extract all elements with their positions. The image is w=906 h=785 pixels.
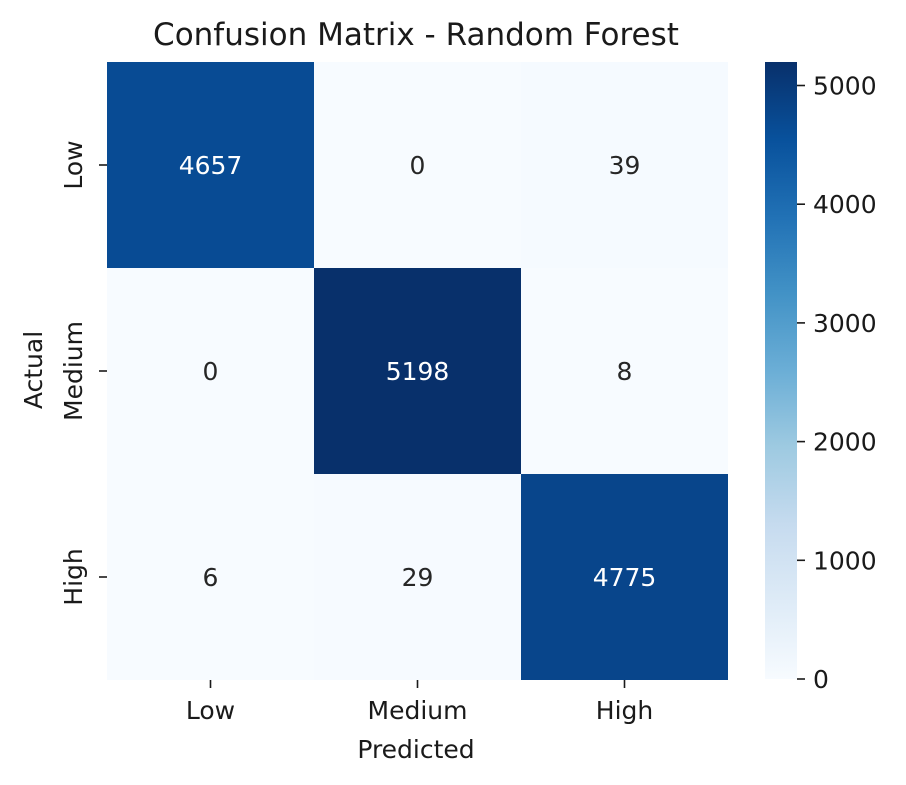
colorbar [765, 62, 797, 679]
y-tick-label: Low [59, 140, 88, 189]
heatmap-cells [107, 62, 728, 680]
cell-value-label: 4775 [593, 563, 657, 592]
colorbar-tick-label: 3000 [813, 309, 877, 338]
y-axis: Low Medium High [59, 140, 107, 606]
heatmap-cell [107, 62, 314, 268]
y-axis-label: Actual [19, 331, 48, 409]
heatmap-cell [521, 268, 728, 474]
x-tick-label: Medium [368, 696, 468, 725]
colorbar-tick-label: 5000 [813, 72, 877, 101]
x-axis: Low Medium High [186, 680, 653, 725]
cell-value-label: 8 [617, 357, 633, 386]
heatmap-cell [314, 62, 521, 268]
cell-value-label: 29 [402, 563, 434, 592]
cell-value-label: 6 [203, 563, 219, 592]
cell-value-label: 4657 [179, 151, 243, 180]
cell-annotations: 4657 0 39 0 5198 8 6 29 4775 [179, 151, 657, 592]
colorbar-ticks: 0 1000 2000 3000 4000 5000 [797, 72, 877, 694]
cell-value-label: 0 [203, 357, 219, 386]
cell-value-label: 39 [609, 151, 641, 180]
heatmap-cell [521, 474, 728, 680]
heatmap-cell [521, 62, 728, 268]
x-tick-label: High [596, 696, 653, 725]
y-tick-label: Medium [59, 321, 88, 421]
heatmap-cell [314, 474, 521, 680]
colorbar-tick-label: 0 [813, 665, 829, 694]
x-tick-label: Low [186, 696, 235, 725]
cell-value-label: 0 [410, 151, 426, 180]
colorbar-tick-label: 2000 [813, 428, 877, 457]
cell-value-label: 5198 [386, 357, 450, 386]
x-axis-label: Predicted [357, 735, 474, 764]
chart-title: Confusion Matrix - Random Forest [153, 17, 679, 53]
heatmap-cell [107, 474, 314, 680]
heatmap-cell [314, 268, 521, 474]
y-tick-label: High [59, 548, 88, 605]
heatmap-cell [107, 268, 314, 474]
colorbar-tick-label: 1000 [813, 546, 877, 575]
colorbar-tick-label: 4000 [813, 190, 877, 219]
